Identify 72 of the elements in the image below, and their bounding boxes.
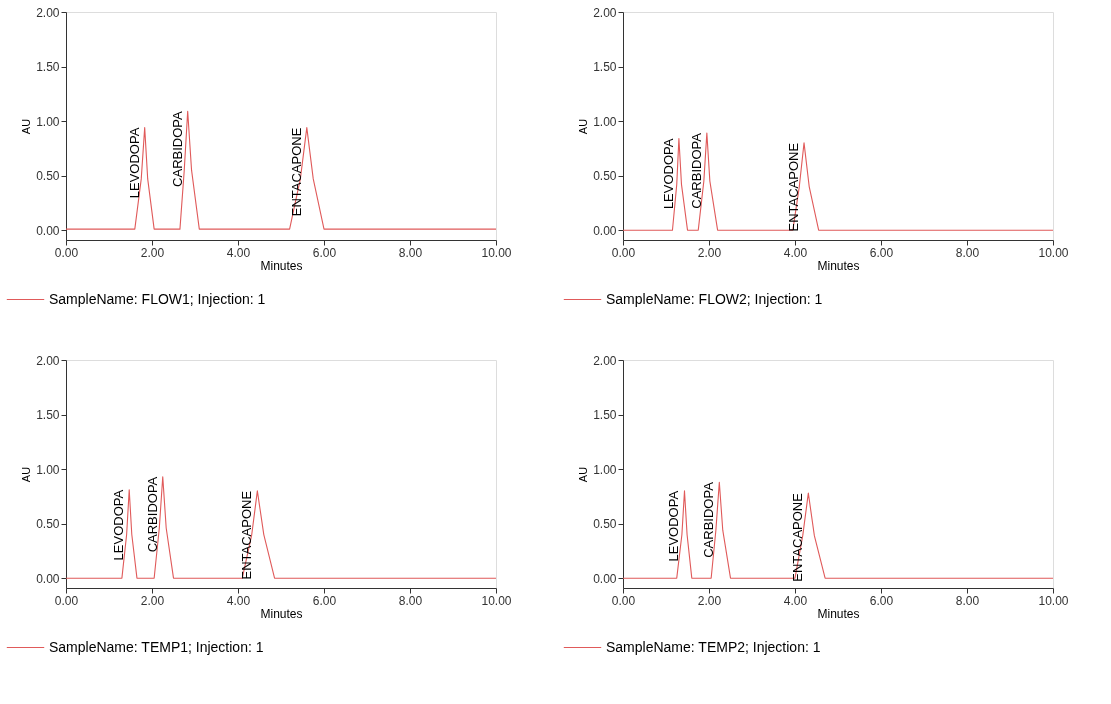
x-axis-title: Minutes (260, 258, 303, 273)
legend-label: SampleName: TEMP2; Injection: 1 (606, 638, 821, 655)
x-axis-title: Minutes (817, 258, 860, 273)
line-series (65, 476, 497, 579)
x-tick-label: 10.00 (1038, 593, 1069, 608)
x-tick-label: 0.00 (611, 593, 636, 608)
y-axis-title: AU (577, 118, 590, 135)
y-tick-label: 2.00 (36, 353, 60, 368)
x-tick-label: 10.00 (1038, 245, 1069, 260)
y-tick-label: 1.00 (593, 114, 617, 129)
x-axis-title: Minutes (260, 606, 303, 621)
x-tick-label: 2.00 (697, 593, 722, 608)
annotation: ENTACAPONE (790, 492, 806, 582)
y-tick-label: 0.50 (36, 169, 60, 184)
annotation: CARBIDOPA (701, 481, 717, 558)
x-tick-label: 0.00 (54, 245, 79, 260)
legend-label: SampleName: FLOW2; Injection: 1 (606, 290, 823, 307)
y-tick-label: 2.00 (36, 5, 60, 20)
annotation: ENTACAPONE (288, 127, 304, 217)
y-tick-label: 0.00 (593, 223, 617, 238)
legend-label: SampleName: FLOW1; Injection: 1 (49, 290, 266, 307)
y-tick-label: 1.00 (36, 114, 60, 129)
annotation: LEVODOPA (666, 490, 682, 562)
x-tick-label: 2.00 (140, 245, 165, 260)
y-tick-label: 1.00 (593, 462, 617, 477)
x-tick-label: 2.00 (697, 245, 722, 260)
x-tick-label: 6.00 (312, 593, 337, 608)
annotation: ENTACAPONE (239, 490, 255, 580)
x-tick-label: 6.00 (869, 593, 894, 608)
y-tick-label: 0.00 (593, 571, 617, 586)
x-tick-label: 0.00 (54, 593, 79, 608)
x-tick-label: 4.00 (783, 593, 808, 608)
y-tick-label: 0.50 (593, 517, 617, 532)
x-tick-label: 10.00 (481, 245, 512, 260)
y-tick-label: 1.50 (593, 60, 617, 75)
y-axis-title: AU (20, 118, 33, 135)
x-tick-label: 0.00 (611, 245, 636, 260)
x-tick-label: 8.00 (955, 593, 980, 608)
y-tick-label: 0.50 (36, 517, 60, 532)
y-tick-label: 1.50 (36, 60, 60, 75)
y-tick-label: 2.00 (593, 5, 617, 20)
annotation: CARBIDOPA (144, 476, 160, 553)
x-tick-label: 8.00 (398, 245, 423, 260)
x-tick-label: 2.00 (140, 593, 165, 608)
y-tick-label: 1.00 (36, 462, 60, 477)
annotation: LEVODOPA (660, 138, 676, 210)
y-axis-title: AU (577, 466, 590, 483)
line-series (622, 132, 1054, 231)
y-tick-label: 0.00 (36, 571, 60, 586)
y-tick-label: 1.50 (36, 408, 60, 423)
annotation: CARBIDOPA (688, 132, 704, 209)
annotation: CARBIDOPA (169, 110, 185, 187)
x-tick-label: 6.00 (312, 245, 337, 260)
x-tick-label: 4.00 (226, 593, 251, 608)
y-axis-title: AU (20, 466, 33, 483)
x-tick-label: 6.00 (869, 245, 894, 260)
y-tick-label: 0.50 (593, 169, 617, 184)
x-tick-label: 4.00 (226, 245, 251, 260)
legend-label: SampleName: TEMP1; Injection: 1 (49, 638, 264, 655)
x-axis-title: Minutes (817, 606, 860, 621)
annotation: ENTACAPONE (786, 142, 802, 232)
x-tick-label: 4.00 (783, 245, 808, 260)
x-tick-label: 8.00 (955, 245, 980, 260)
x-tick-label: 10.00 (481, 593, 512, 608)
y-tick-label: 0.00 (36, 223, 60, 238)
y-tick-label: 1.50 (593, 408, 617, 423)
line-series (622, 481, 1054, 579)
x-tick-label: 8.00 (398, 593, 423, 608)
y-tick-label: 2.00 (593, 353, 617, 368)
annotation: LEVODOPA (111, 489, 127, 561)
line-series (65, 110, 497, 230)
annotation: LEVODOPA (126, 127, 142, 199)
